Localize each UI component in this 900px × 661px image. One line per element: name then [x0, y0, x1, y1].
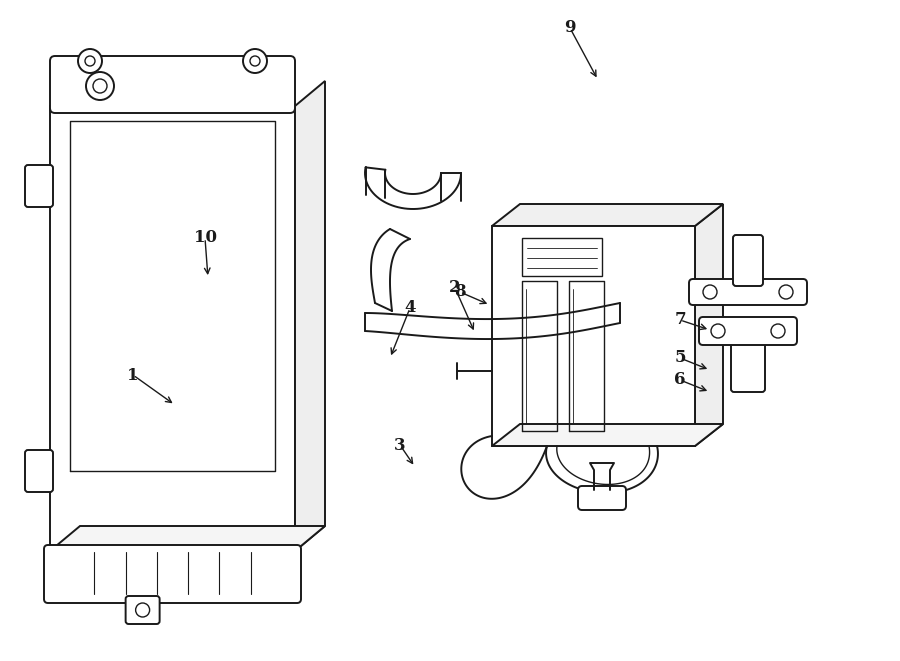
Polygon shape [492, 226, 695, 446]
Circle shape [703, 285, 717, 299]
Circle shape [243, 49, 267, 73]
Circle shape [93, 79, 107, 93]
Text: 5: 5 [674, 350, 686, 366]
Circle shape [779, 285, 793, 299]
Text: 6: 6 [674, 371, 686, 389]
FancyBboxPatch shape [699, 317, 797, 345]
Polygon shape [50, 106, 295, 551]
FancyBboxPatch shape [578, 486, 626, 510]
Text: 10: 10 [194, 229, 217, 247]
Polygon shape [50, 526, 325, 551]
FancyBboxPatch shape [731, 338, 765, 392]
Text: 4: 4 [404, 299, 416, 317]
Circle shape [136, 603, 149, 617]
FancyBboxPatch shape [44, 545, 301, 603]
Circle shape [86, 72, 114, 100]
FancyBboxPatch shape [50, 56, 295, 113]
Circle shape [711, 324, 725, 338]
Polygon shape [492, 204, 723, 226]
Polygon shape [695, 204, 723, 446]
Polygon shape [492, 424, 723, 446]
Text: 2: 2 [449, 280, 461, 297]
Text: 9: 9 [564, 20, 576, 36]
FancyBboxPatch shape [733, 235, 763, 286]
FancyBboxPatch shape [689, 279, 807, 305]
Text: 7: 7 [674, 311, 686, 329]
FancyBboxPatch shape [25, 165, 53, 207]
Text: 8: 8 [454, 284, 466, 301]
Polygon shape [295, 81, 325, 551]
Bar [522, 238, 602, 276]
FancyBboxPatch shape [25, 450, 53, 492]
Text: 1: 1 [127, 366, 139, 383]
Text: 3: 3 [394, 436, 406, 453]
Circle shape [78, 49, 102, 73]
Circle shape [85, 56, 95, 66]
Circle shape [771, 324, 785, 338]
FancyBboxPatch shape [126, 596, 159, 624]
Circle shape [250, 56, 260, 66]
